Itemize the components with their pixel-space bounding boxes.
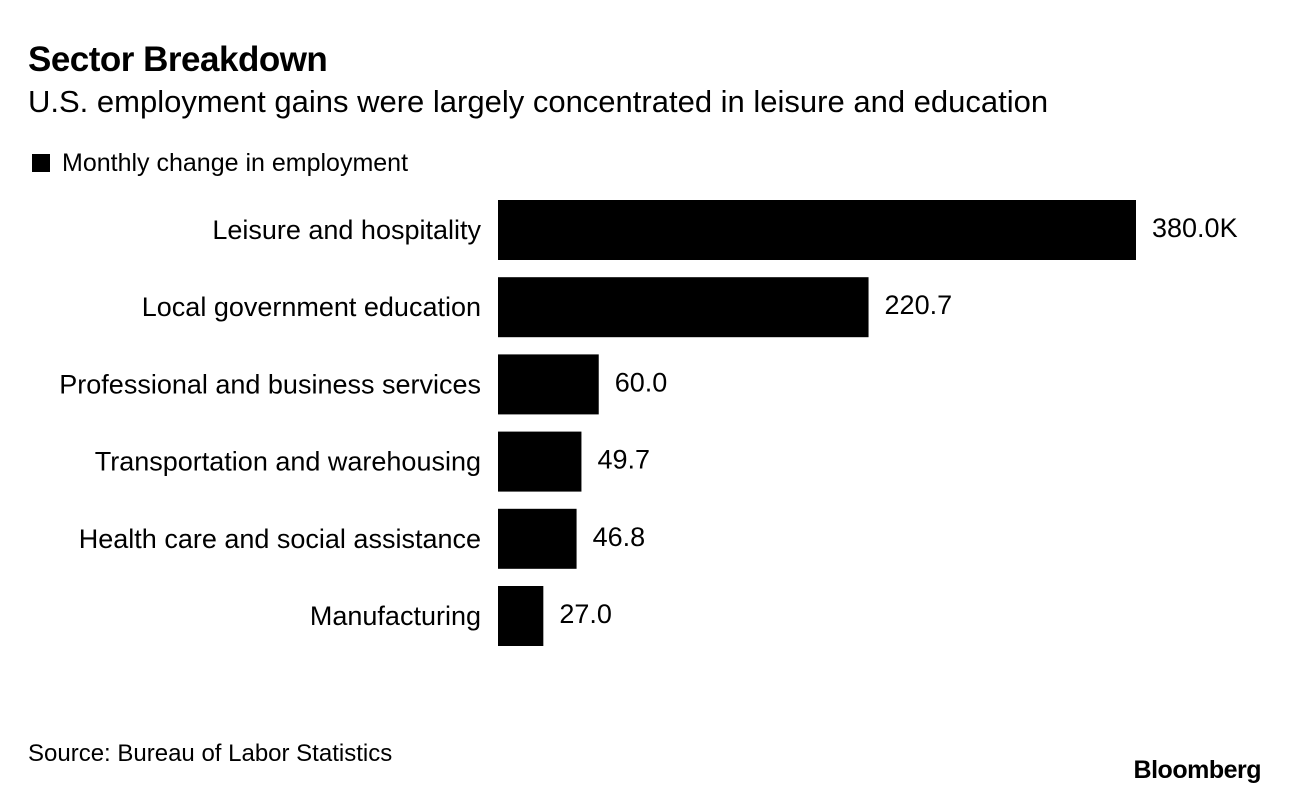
bar-2 — [498, 354, 599, 415]
category-label: Transportation and warehousing — [95, 447, 481, 477]
value-label: 60.0 — [615, 367, 668, 397]
value-label: 49.7 — [597, 445, 650, 475]
category-label: Manufacturing — [310, 601, 481, 631]
value-label: 220.7 — [885, 290, 953, 320]
legend-label: Monthly change in employment — [62, 148, 409, 177]
bar-5 — [498, 586, 544, 646]
legend: Monthly change in employment — [32, 148, 408, 178]
bar-chart: Leisure and hospitality 380.0K Local gover… — [59, 200, 1238, 646]
chart-title: Sector Breakdown — [28, 40, 328, 79]
bar-1 — [498, 277, 869, 338]
category-label: Health care and social assistance — [79, 524, 481, 554]
category-label: Local government education — [142, 292, 481, 322]
value-label: 46.8 — [593, 522, 646, 552]
legend-swatch — [32, 154, 50, 172]
bar-4 — [498, 508, 577, 569]
value-label: 27.0 — [559, 599, 612, 629]
chart-subtitle: U.S. employment gains were largely conce… — [28, 84, 1049, 119]
bar-0 — [498, 200, 1136, 260]
bloomberg-logo: Bloomberg — [1133, 756, 1262, 784]
category-label: Leisure and hospitality — [212, 215, 481, 245]
category-label: Professional and business services — [59, 369, 481, 399]
source-note: Source: Bureau of Labor Statistics — [28, 740, 393, 767]
value-label: 380.0K — [1152, 213, 1238, 243]
bar-3 — [498, 431, 582, 492]
